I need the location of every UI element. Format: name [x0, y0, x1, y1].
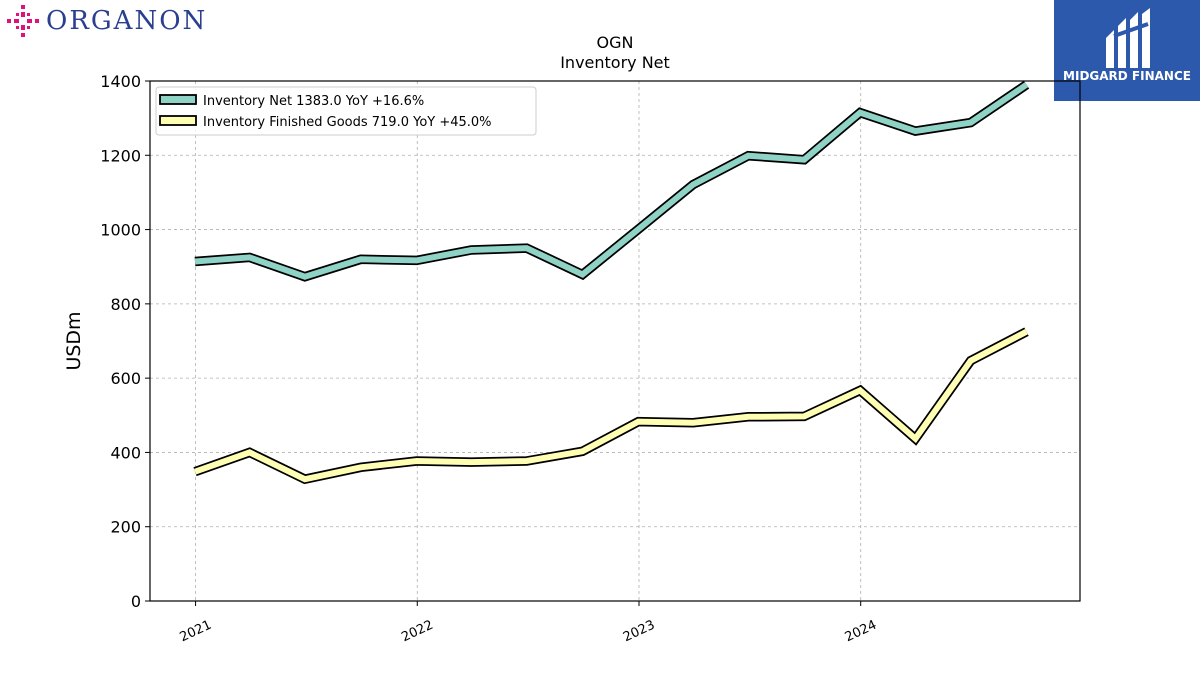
x-tick-label: 2022 — [399, 618, 435, 646]
series-layer — [193, 80, 1030, 485]
y-tick-label: 600 — [110, 369, 141, 388]
y-tick-label: 800 — [110, 295, 141, 314]
series-line-1 — [194, 329, 1028, 483]
legend-box — [155, 86, 537, 136]
y-tick-label: 200 — [110, 518, 141, 537]
plus-cross-icon — [7, 5, 39, 37]
chart-title: OGN — [596, 33, 634, 52]
x-tick-label: 2023 — [621, 618, 657, 646]
brand-name: ORGANON — [46, 6, 208, 36]
partner-logo: MIDGARD FINANCE — [1054, 0, 1200, 101]
chart-subtitle: Inventory Net — [560, 53, 670, 72]
legend-swatch — [159, 115, 197, 126]
x-tick-label: 2024 — [843, 618, 879, 646]
y-tick-label: 400 — [110, 443, 141, 462]
y-tick-label: 1000 — [100, 221, 141, 240]
y-axis-label: USDm — [63, 311, 85, 370]
legend: Inventory Net 1383.0 YoY +16.6% Inventory… — [155, 86, 537, 136]
x-tick-label: 2021 — [178, 618, 214, 646]
building-icon — [1106, 8, 1150, 68]
partner-name: MIDGARD FINANCE — [1063, 69, 1191, 83]
legend-label: Inventory Net 1383.0 YoY +16.6% — [203, 94, 424, 109]
ticks: 0 200 400 600 800 1000 1200 1400 2021 2022 2023 202… — [100, 72, 879, 645]
series-line-outline-1 — [193, 327, 1029, 485]
chart-title-block: OGN Inventory Net — [415, 33, 815, 73]
legend-label: Inventory Finished Goods 719.0 YoY +45.0… — [203, 115, 492, 130]
grid — [150, 80, 1080, 602]
legend-swatch — [159, 94, 197, 105]
y-tick-label: 1400 — [100, 72, 141, 91]
y-tick-label: 0 — [131, 592, 141, 611]
series-line-0 — [194, 82, 1029, 280]
brand-logo: ORGANON — [6, 4, 207, 38]
plot-frame — [149, 80, 1081, 602]
y-tick-label: 1200 — [100, 146, 141, 165]
